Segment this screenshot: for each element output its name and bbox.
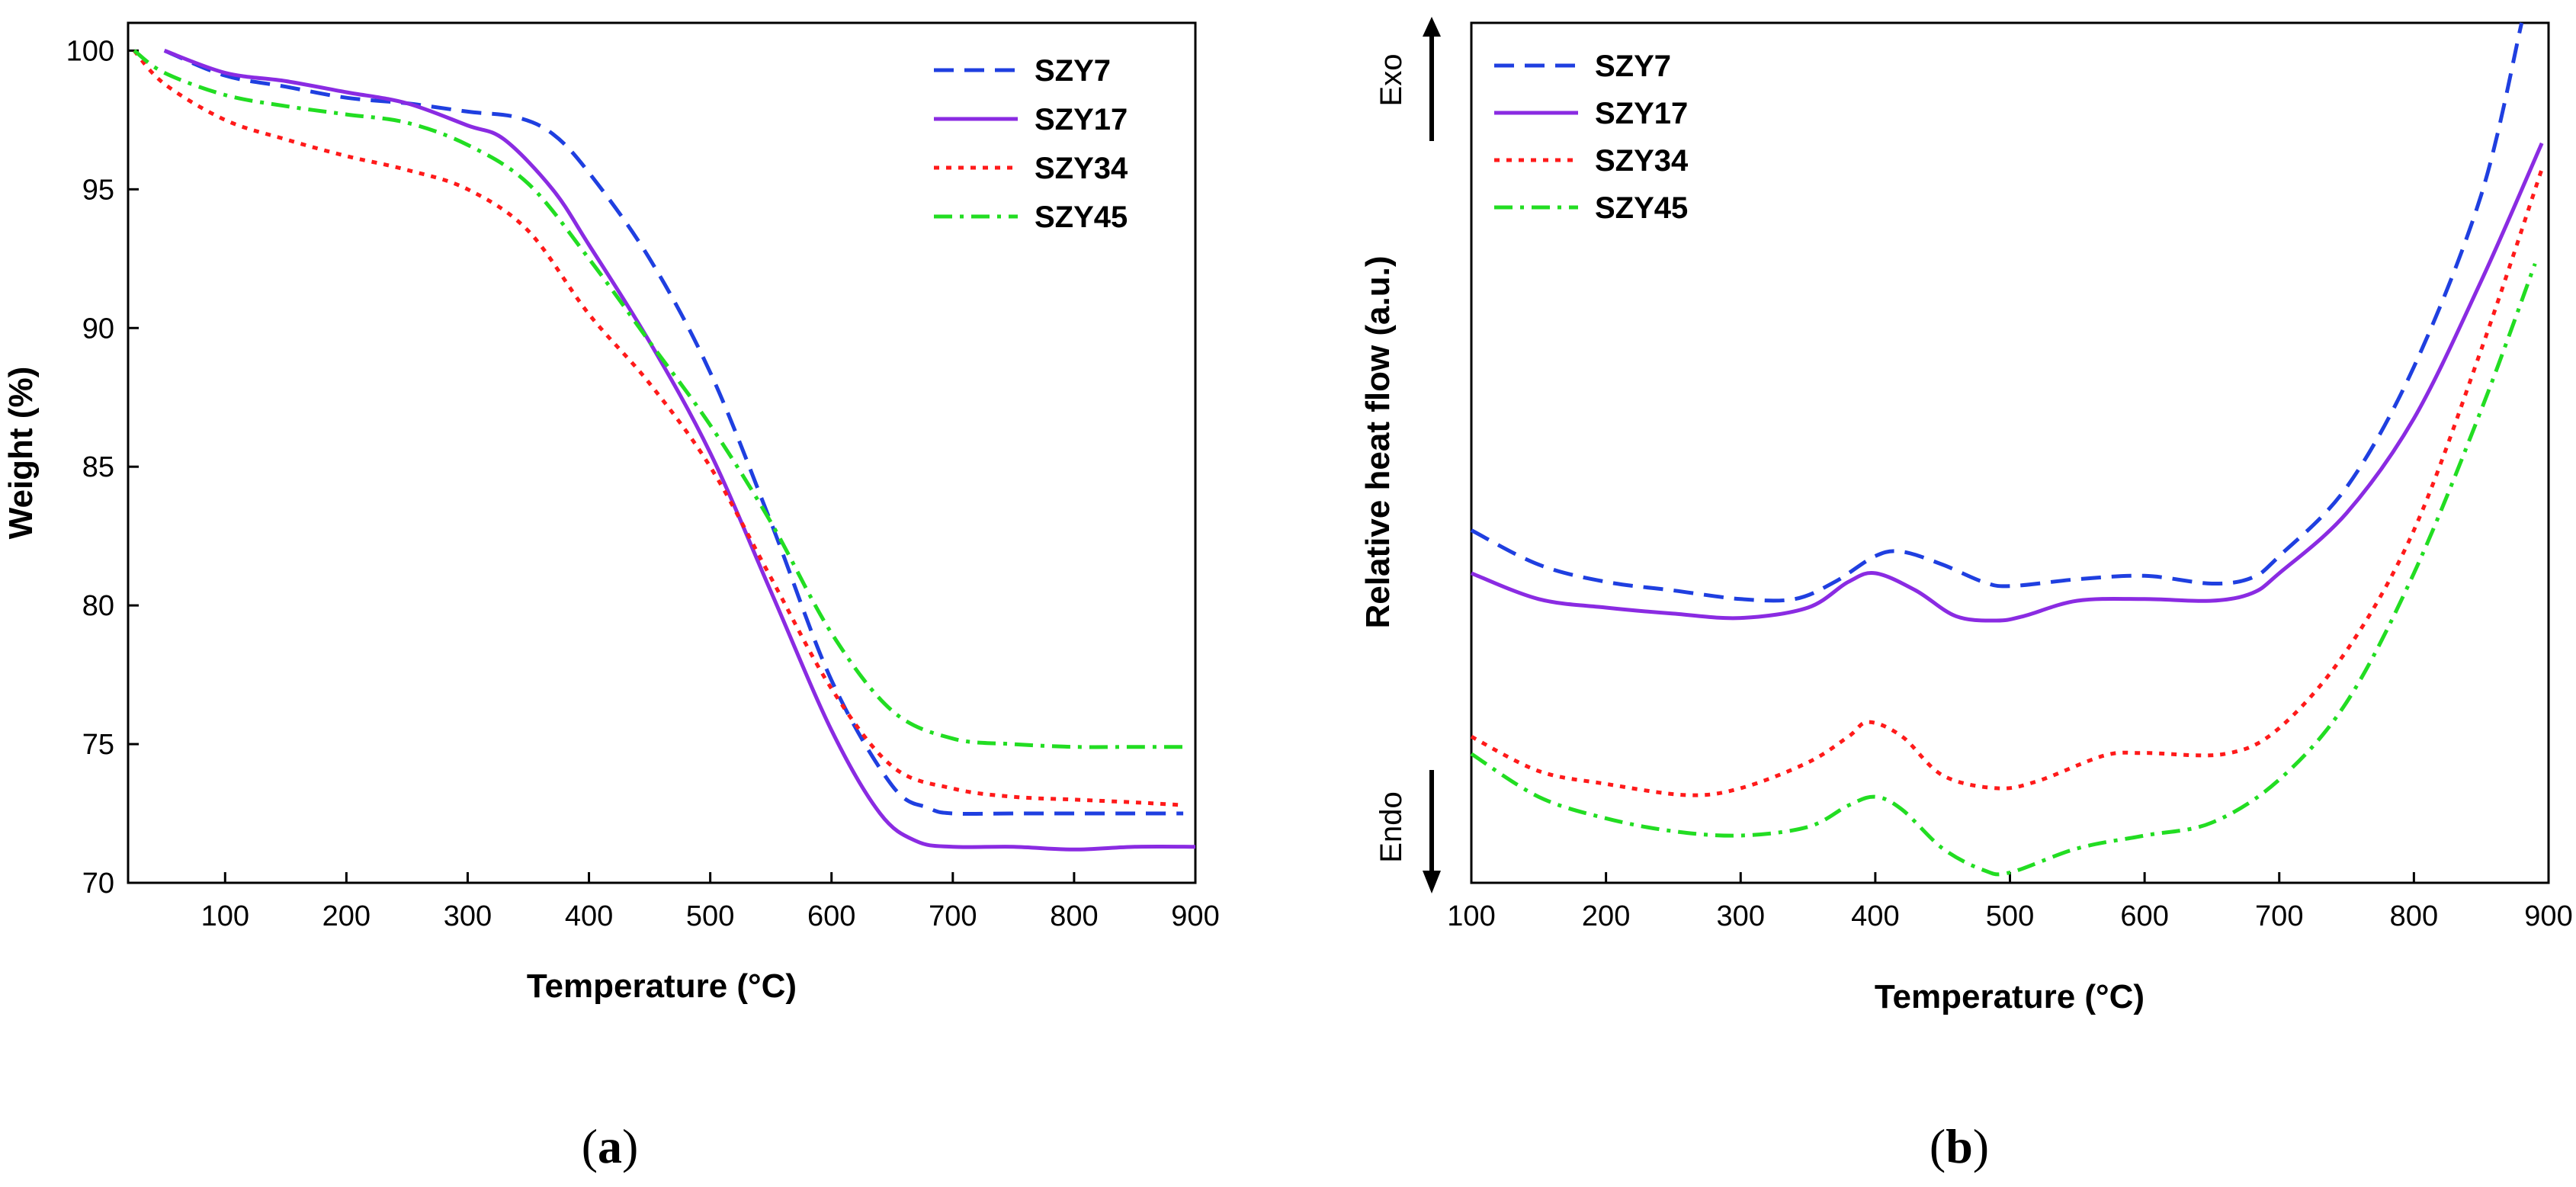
panel-a-caption-letter: a <box>598 1119 622 1173</box>
legend-label-szy34: SZY34 <box>1035 152 1128 185</box>
panel-a-y-axis-title: Weight (%) <box>2 367 40 540</box>
panel-b-caption: (b) <box>1930 1119 1989 1173</box>
panel-b-caption-close: ) <box>1973 1119 1989 1173</box>
x-tick-label: 900 <box>1171 900 1219 932</box>
panel-a-series <box>133 49 1196 852</box>
x-tick-label: 300 <box>1717 900 1765 932</box>
panel-b-series <box>1470 22 2544 877</box>
legend-label-szy34: SZY34 <box>1595 144 1689 178</box>
legend-label-szy45: SZY45 <box>1035 201 1128 234</box>
y-tick-label: 75 <box>82 729 114 761</box>
x-tick-label: 300 <box>444 900 492 932</box>
panel-b-legend: SZY7 SZY17 SZY34 SZY45 <box>1494 50 1689 225</box>
y-tick-label: 80 <box>82 590 114 622</box>
exo-arrow <box>1423 17 1441 141</box>
x-tick-label: 500 <box>686 900 734 932</box>
x-tick-label: 400 <box>1851 900 1899 932</box>
panel-a-caption-close: ) <box>622 1119 638 1173</box>
x-tick-label: 200 <box>1582 900 1630 932</box>
x-tick-label: 700 <box>929 900 977 932</box>
panel-b-ticks: 100 200 300 400 500 600 700 800 900 <box>1447 872 2573 932</box>
panel-a-x-axis-title: Temperature (°C) <box>527 967 797 1005</box>
x-tick-label: 200 <box>322 900 371 932</box>
series-line-szy17 <box>163 49 1196 852</box>
series-line-szy45 <box>133 49 1184 749</box>
series-line-szy34 <box>1470 168 2544 797</box>
exo-label: Exo <box>1375 54 1408 107</box>
y-tick-label: 100 <box>66 35 114 67</box>
panel-a-legend: SZY7 SZY17 SZY34 SZY45 <box>934 54 1128 234</box>
legend-label-szy17: SZY17 <box>1595 97 1688 130</box>
panel-a-ticks: 100 200 300 400 500 600 700 800 900 70 75 80 85 90 95 1… <box>66 35 1220 932</box>
legend-label-szy17: SZY17 <box>1035 103 1128 136</box>
panel-a-caption: (a) <box>582 1119 639 1173</box>
y-tick-label: 90 <box>82 313 114 345</box>
x-tick-label: 600 <box>2120 900 2168 932</box>
x-tick-label: 400 <box>565 900 613 932</box>
x-tick-label: 100 <box>1447 900 1495 932</box>
panel-b-dsc-chart: 100 200 300 400 500 600 700 800 900 Temperature … <box>1359 17 2573 1015</box>
y-tick-label: 70 <box>82 868 114 900</box>
panel-b-x-axis-title: Temperature (°C) <box>1875 978 2145 1015</box>
series-line-szy17 <box>1471 142 2544 623</box>
x-tick-label: 700 <box>2255 900 2303 932</box>
panel-a-tga-chart: 100 200 300 400 500 600 700 800 900 70 75 80 85 90 95 1… <box>2 21 1220 1005</box>
legend-label-szy7: SZY7 <box>1595 50 1671 83</box>
series-line-szy7 <box>1470 22 2524 603</box>
panel-b-y-axis-title: Relative heat flow (a.u.) <box>1359 256 1397 629</box>
legend-label-szy45: SZY45 <box>1595 191 1688 225</box>
series-line-szy34 <box>133 49 1184 807</box>
panel-b-caption-letter: b <box>1946 1119 1973 1173</box>
y-tick-label: 95 <box>82 174 114 206</box>
x-tick-label: 600 <box>807 900 855 932</box>
endo-label: Endo <box>1375 791 1408 862</box>
x-tick-label: 900 <box>2524 900 2572 932</box>
x-tick-label: 500 <box>1986 900 2034 932</box>
x-tick-label: 800 <box>1050 900 1098 932</box>
x-tick-label: 800 <box>2390 900 2438 932</box>
legend-label-szy7: SZY7 <box>1035 54 1111 88</box>
series-line-szy45 <box>1470 262 2537 877</box>
endo-arrow <box>1423 770 1441 893</box>
x-tick-label: 100 <box>201 900 249 932</box>
panel-a-plot-frame <box>127 21 1197 884</box>
series-line-szy7 <box>163 49 1184 816</box>
panel-b-caption-open: ( <box>1930 1119 1946 1173</box>
panel-a-caption-open: ( <box>582 1119 598 1173</box>
y-tick-label: 85 <box>82 451 114 483</box>
